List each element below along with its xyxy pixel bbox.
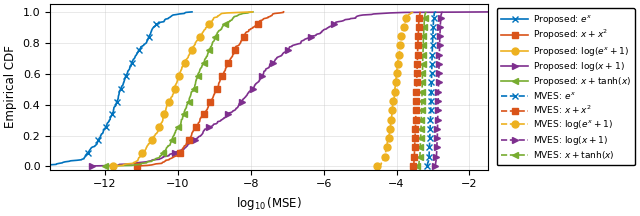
- Proposed: $\log(x+1)$: (-11.6, 0.00667): $\log(x+1)$: (-11.6, 0.00667): [114, 164, 122, 167]
- Proposed: $\log(e^x+1)$: (-9.93, 0.613): $\log(e^x+1)$: (-9.93, 0.613): [177, 70, 184, 73]
- MVES: $\log(x+1)$: (-2.94, 0.00333): $\log(x+1)$: (-2.94, 0.00333): [431, 165, 439, 167]
- Proposed: $x + \tanh(x)$: (-9.45, 0.597): $x + \tanh(x)$: (-9.45, 0.597): [194, 73, 202, 76]
- Proposed: $\log(x+1)$: (-7.66, 0.593): $\log(x+1)$: (-7.66, 0.593): [259, 73, 267, 76]
- MVES: $\log(e^x+1)$: (-4, 0.597): $\log(e^x+1)$: (-4, 0.597): [392, 73, 400, 76]
- MVES: $\log(e^x+1)$: (-4, 0.593): $\log(e^x+1)$: (-4, 0.593): [392, 73, 400, 76]
- Proposed: $e^x$: (-11.4, 0.597): $e^x$: (-11.4, 0.597): [123, 73, 131, 76]
- MVES: $e^x$: (-3.17, 0.00333): $e^x$: (-3.17, 0.00333): [423, 165, 431, 167]
- Proposed: $\log(x+1)$: (-7.64, 0.613): $\log(x+1)$: (-7.64, 0.613): [260, 70, 268, 73]
- Proposed: $x + \tanh(x)$: (-8.77, 0.907): $x + \tanh(x)$: (-8.77, 0.907): [219, 25, 227, 28]
- Proposed: $x + \tanh(x)$: (-7.94, 1): $x + \tanh(x)$: (-7.94, 1): [249, 11, 257, 13]
- Line: MVES: $\log(x+1)$: MVES: $\log(x+1)$: [432, 8, 446, 169]
- MVES: $e^x$: (-3.17, 0.00667): $e^x$: (-3.17, 0.00667): [423, 164, 431, 167]
- Line: MVES: $e^x$: MVES: $e^x$: [423, 8, 440, 169]
- Proposed: $e^x$: (-11.4, 0.613): $e^x$: (-11.4, 0.613): [124, 70, 132, 73]
- MVES: $x + x^2$: (-3.55, 0.00667): $x + x^2$: (-3.55, 0.00667): [409, 164, 417, 167]
- MVES: $\log(x+1)$: (-2.84, 0.597): $\log(x+1)$: (-2.84, 0.597): [435, 73, 443, 76]
- Line: Proposed: $x + x^2$: Proposed: $x + x^2$: [134, 8, 287, 169]
- MVES: $e^x$: (-3.03, 0.597): $e^x$: (-3.03, 0.597): [428, 73, 436, 76]
- MVES: $\log(e^x+1)$: (-4.53, 0.00333): $\log(e^x+1)$: (-4.53, 0.00333): [373, 165, 381, 167]
- Proposed: $e^x$: (-11.4, 0.593): $e^x$: (-11.4, 0.593): [122, 73, 130, 76]
- Proposed: $e^x$: (-13.9, 0.00333): $e^x$: (-13.9, 0.00333): [32, 165, 40, 167]
- Line: Proposed: $\log(x+1)$: Proposed: $\log(x+1)$: [88, 8, 495, 169]
- Proposed: $x + x^2$: (-10.8, 0.00667): $x + x^2$: (-10.8, 0.00667): [143, 164, 151, 167]
- MVES: $x + \tanh(x)$: (-3.29, 0.593): $x + \tanh(x)$: (-3.29, 0.593): [419, 73, 426, 76]
- MVES: $x + \tanh(x)$: (-3.29, 0.597): $x + \tanh(x)$: (-3.29, 0.597): [419, 73, 426, 76]
- MVES: $\log(e^x+1)$: (-3.87, 0.843): $\log(e^x+1)$: (-3.87, 0.843): [397, 35, 405, 37]
- Proposed: $x + \tanh(x)$: (-9.45, 0.593): $x + \tanh(x)$: (-9.45, 0.593): [194, 73, 202, 76]
- MVES: $x + \tanh(x)$: (-3.43, 0.00333): $x + \tanh(x)$: (-3.43, 0.00333): [413, 165, 421, 167]
- MVES: $x + x^2$: (-3.44, 0.613): $x + x^2$: (-3.44, 0.613): [413, 70, 421, 73]
- MVES: $\log(e^x+1)$: (-4.51, 0.00667): $\log(e^x+1)$: (-4.51, 0.00667): [374, 164, 382, 167]
- Proposed: $\log(x+1)$: (-12.4, 0.00333): $\log(x+1)$: (-12.4, 0.00333): [88, 165, 96, 167]
- MVES: $\log(x+1)$: (-2.84, 0.613): $\log(x+1)$: (-2.84, 0.613): [435, 70, 443, 73]
- Proposed: $\log(e^x+1)$: (-9.96, 0.593): $\log(e^x+1)$: (-9.96, 0.593): [175, 73, 183, 76]
- Y-axis label: Empirical CDF: Empirical CDF: [4, 45, 17, 128]
- Proposed: $x + x^2$: (-7.89, 0.907): $x + x^2$: (-7.89, 0.907): [251, 25, 259, 28]
- MVES: $\log(x+1)$: (-2.94, 0.00667): $\log(x+1)$: (-2.94, 0.00667): [431, 164, 439, 167]
- MVES: $x + x^2$: (-3.34, 1): $x + x^2$: (-3.34, 1): [417, 11, 424, 13]
- Proposed: $\log(e^x+1)$: (-7.95, 1): $\log(e^x+1)$: (-7.95, 1): [248, 11, 256, 13]
- Proposed: $x + x^2$: (-8.19, 0.843): $x + x^2$: (-8.19, 0.843): [240, 35, 248, 37]
- Proposed: $\log(e^x+1)$: (-11.8, 0.00333): $\log(e^x+1)$: (-11.8, 0.00333): [109, 165, 117, 167]
- Proposed: $\log(x+1)$: (-1.4, 1): $\log(x+1)$: (-1.4, 1): [488, 11, 495, 13]
- MVES: $e^x$: (-2.91, 1): $e^x$: (-2.91, 1): [433, 11, 440, 13]
- Proposed: $x + \tanh(x)$: (-12, 0.00333): $x + \tanh(x)$: (-12, 0.00333): [102, 165, 109, 167]
- MVES: $x + x^2$: (-3.44, 0.597): $x + x^2$: (-3.44, 0.597): [413, 73, 420, 76]
- MVES: $\log(x+1)$: (-2.84, 0.593): $\log(x+1)$: (-2.84, 0.593): [435, 73, 443, 76]
- Proposed: $\log(e^x+1)$: (-9.95, 0.597): $\log(e^x+1)$: (-9.95, 0.597): [176, 73, 184, 76]
- Proposed: $e^x$: (-13.8, 0.00667): $e^x$: (-13.8, 0.00667): [35, 164, 42, 167]
- Proposed: $e^x$: (-10.6, 0.907): $e^x$: (-10.6, 0.907): [151, 25, 159, 28]
- Proposed: $x + \tanh(x)$: (-8.96, 0.843): $x + \tanh(x)$: (-8.96, 0.843): [212, 35, 220, 37]
- Proposed: $e^x$: (-9.61, 1): $e^x$: (-9.61, 1): [188, 11, 196, 13]
- Proposed: $x + x^2$: (-8.75, 0.597): $x + x^2$: (-8.75, 0.597): [220, 73, 227, 76]
- Line: MVES: $x + \tanh(x)$: MVES: $x + \tanh(x)$: [414, 8, 429, 169]
- Proposed: $x + \tanh(x)$: (-9.41, 0.613): $x + \tanh(x)$: (-9.41, 0.613): [196, 70, 204, 73]
- MVES: $e^x$: (-3.03, 0.613): $e^x$: (-3.03, 0.613): [428, 70, 436, 73]
- Line: Proposed: $x + \tanh(x)$: Proposed: $x + \tanh(x)$: [102, 8, 257, 169]
- MVES: $\log(e^x+1)$: (-3.8, 0.907): $\log(e^x+1)$: (-3.8, 0.907): [400, 25, 408, 28]
- MVES: $e^x$: (-2.99, 0.907): $e^x$: (-2.99, 0.907): [429, 25, 437, 28]
- MVES: $\log(e^x+1)$: (-4, 0.613): $\log(e^x+1)$: (-4, 0.613): [393, 70, 401, 73]
- Proposed: $\log(x+1)$: (-6.33, 0.843): $\log(x+1)$: (-6.33, 0.843): [308, 35, 316, 37]
- MVES: $x + x^2$: (-3.44, 0.593): $x + x^2$: (-3.44, 0.593): [413, 73, 420, 76]
- MVES: $\log(x+1)$: (-2.81, 0.843): $\log(x+1)$: (-2.81, 0.843): [436, 35, 444, 37]
- Line: Proposed: $e^x$: Proposed: $e^x$: [33, 8, 195, 169]
- MVES: $e^x$: (-3, 0.843): $e^x$: (-3, 0.843): [429, 35, 436, 37]
- MVES: $\log(x+1)$: (-2.73, 1): $\log(x+1)$: (-2.73, 1): [439, 11, 447, 13]
- Proposed: $e^x$: (-10.8, 0.843): $e^x$: (-10.8, 0.843): [145, 35, 153, 37]
- Proposed: $\log(x+1)$: (-5.81, 0.907): $\log(x+1)$: (-5.81, 0.907): [326, 25, 334, 28]
- Proposed: $x + x^2$: (-8.73, 0.613): $x + x^2$: (-8.73, 0.613): [220, 70, 228, 73]
- Proposed: $x + \tanh(x)$: (-11.3, 0.00667): $x + \tanh(x)$: (-11.3, 0.00667): [128, 164, 136, 167]
- Line: MVES: $\log(e^x+1)$: MVES: $\log(e^x+1)$: [374, 8, 417, 169]
- Proposed: $\log(e^x+1)$: (-11.5, 0.00667): $\log(e^x+1)$: (-11.5, 0.00667): [120, 164, 127, 167]
- Legend: Proposed: $e^x$, Proposed: $x + x^2$, Proposed: $\log(e^x+1)$, Proposed: $\log(x: Proposed: $e^x$, Proposed: $x + x^2$, Pr…: [497, 8, 636, 165]
- MVES: $e^x$: (-3.04, 0.593): $e^x$: (-3.04, 0.593): [428, 73, 435, 76]
- Proposed: $\log(e^x+1)$: (-9.37, 0.843): $\log(e^x+1)$: (-9.37, 0.843): [197, 35, 205, 37]
- MVES: $x + x^2$: (-3.4, 0.907): $x + x^2$: (-3.4, 0.907): [415, 25, 422, 28]
- MVES: $x + \tanh(x)$: (-3.29, 0.613): $x + \tanh(x)$: (-3.29, 0.613): [419, 70, 426, 73]
- MVES: $\log(x+1)$: (-2.8, 0.907): $\log(x+1)$: (-2.8, 0.907): [436, 25, 444, 28]
- MVES: $x + \tanh(x)$: (-3.25, 0.907): $x + \tanh(x)$: (-3.25, 0.907): [420, 25, 428, 28]
- Line: Proposed: $\log(e^x+1)$: Proposed: $\log(e^x+1)$: [109, 8, 256, 169]
- Proposed: $\log(x+1)$: (-7.65, 0.597): $\log(x+1)$: (-7.65, 0.597): [259, 73, 267, 76]
- MVES: $\log(e^x+1)$: (-3.55, 1): $\log(e^x+1)$: (-3.55, 1): [409, 11, 417, 13]
- Line: MVES: $x + x^2$: MVES: $x + x^2$: [410, 8, 424, 169]
- X-axis label: $\log_{10}(\mathrm{MSE})$: $\log_{10}(\mathrm{MSE})$: [236, 195, 302, 212]
- Proposed: $x + x^2$: (-7.1, 1): $x + x^2$: (-7.1, 1): [280, 11, 287, 13]
- MVES: $x + \tanh(x)$: (-3.19, 1): $x + \tanh(x)$: (-3.19, 1): [422, 11, 429, 13]
- Proposed: $\log(e^x+1)$: (-9.19, 0.907): $\log(e^x+1)$: (-9.19, 0.907): [204, 25, 211, 28]
- MVES: $x + x^2$: (-3.55, 0.00333): $x + x^2$: (-3.55, 0.00333): [409, 165, 417, 167]
- MVES: $x + \tanh(x)$: (-3.26, 0.843): $x + \tanh(x)$: (-3.26, 0.843): [420, 35, 428, 37]
- MVES: $x + x^2$: (-3.41, 0.843): $x + x^2$: (-3.41, 0.843): [414, 35, 422, 37]
- Proposed: $x + x^2$: (-8.76, 0.593): $x + x^2$: (-8.76, 0.593): [220, 73, 227, 76]
- Proposed: $x + x^2$: (-11.1, 0.00333): $x + x^2$: (-11.1, 0.00333): [134, 165, 141, 167]
- MVES: $x + \tanh(x)$: (-3.39, 0.00667): $x + \tanh(x)$: (-3.39, 0.00667): [415, 164, 422, 167]
